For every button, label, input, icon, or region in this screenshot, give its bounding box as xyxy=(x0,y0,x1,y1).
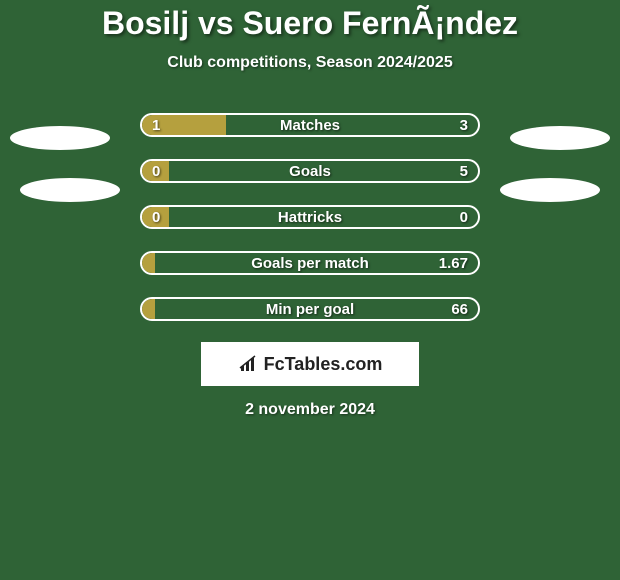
stat-right-value: 3 xyxy=(460,115,468,135)
stat-label: Goals per match xyxy=(142,253,478,273)
date-label: 2 november 2024 xyxy=(0,401,620,419)
stat-rows: 1Matches30Goals50Hattricks0Goals per mat… xyxy=(0,102,620,332)
stat-bar: Min per goal66 xyxy=(140,297,480,321)
stat-bar: 1Matches3 xyxy=(140,113,480,137)
stat-right-value: 66 xyxy=(451,299,468,319)
stat-bar: Goals per match1.67 xyxy=(140,251,480,275)
comparison-title: Bosilj vs Suero FernÃ¡ndez xyxy=(0,5,620,42)
stat-label: Matches xyxy=(142,115,478,135)
stat-row: 1Matches3 xyxy=(0,102,620,148)
stat-bar: 0Hattricks0 xyxy=(140,205,480,229)
stat-bar: 0Goals5 xyxy=(140,159,480,183)
stat-right-value: 0 xyxy=(460,207,468,227)
bar-chart-icon xyxy=(238,355,260,373)
stat-row: 0Hattricks0 xyxy=(0,194,620,240)
stat-label: Hattricks xyxy=(142,207,478,227)
logo-text: FcTables.com xyxy=(238,354,383,375)
stat-row: 0Goals5 xyxy=(0,148,620,194)
stat-label: Min per goal xyxy=(142,299,478,319)
stat-right-value: 1.67 xyxy=(439,253,468,273)
stat-right-value: 5 xyxy=(460,161,468,181)
stat-row: Goals per match1.67 xyxy=(0,240,620,286)
stat-row: Min per goal66 xyxy=(0,286,620,332)
comparison-subtitle: Club competitions, Season 2024/2025 xyxy=(0,54,620,72)
logo-box: FcTables.com xyxy=(201,342,419,386)
stat-label: Goals xyxy=(142,161,478,181)
logo-label: FcTables.com xyxy=(264,354,383,375)
